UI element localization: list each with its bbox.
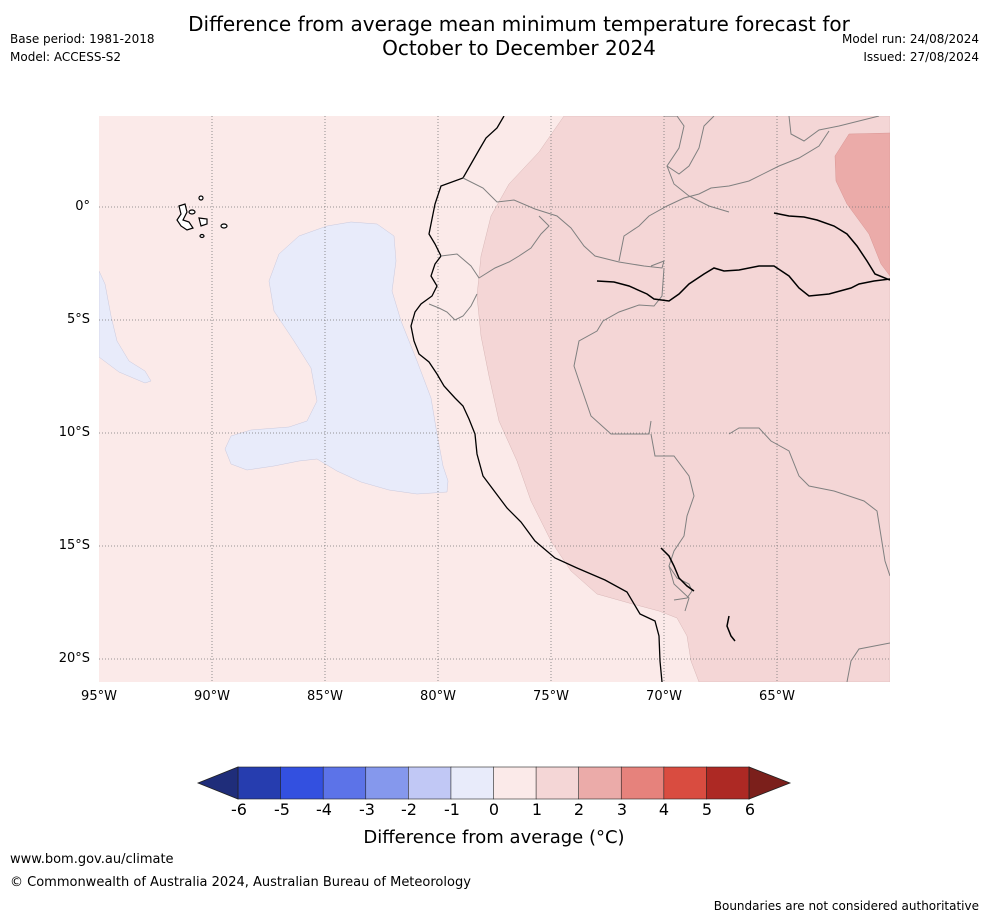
cb-tick-3: 3 [616,800,628,819]
lon-label-70w: 70°W [646,689,682,704]
lon-label-80w: 80°W [420,689,456,704]
cb-tick-5: 5 [701,800,713,819]
lon-label-75w: 75°W [533,689,569,704]
colorbar-segment [408,766,452,800]
colorbar-segment [706,766,750,800]
base-period-text: Base period: 1981-2018 [10,32,155,46]
lat-label-5s: 5°S [66,312,90,327]
colorbar-segment [322,766,367,800]
cb-tick-4: 4 [658,800,670,819]
rivers [596,212,890,642]
coastline [410,116,663,682]
region-2-to-3 [834,132,890,277]
cb-tick-1: 1 [531,800,543,819]
lat-label-10s: 10°S [58,425,90,440]
colorbar-segment [620,766,665,800]
colorbar-segment [535,766,580,800]
colorbar-segment [663,766,708,800]
graticule [99,116,890,682]
title-line-1: Difference from average mean minimum tem… [188,12,850,36]
colorbar-segment [365,766,409,800]
model-run-text: Model run: 24/08/2024 [841,32,979,46]
issued-text: Issued: 27/08/2024 [863,50,979,64]
cb-tick-2: 2 [573,800,585,819]
cb-tick-m5: -5 [274,800,290,819]
colorbar-under-arrow [196,766,239,800]
lat-label-15s: 15°S [58,538,90,553]
cb-tick-6: 6 [744,800,756,819]
cb-tick-0: 0 [488,800,500,819]
lat-label-0: 0° [75,199,90,214]
country-borders [428,116,890,682]
cb-tick-m6: -6 [231,800,247,819]
footer-url: www.bom.gov.au/climate [10,852,174,867]
title-line-2: October to December 2024 [382,36,656,60]
region-1-to-2 [476,116,890,682]
region-minus1-to-0-edge [99,270,152,384]
galapagos-islands [176,195,228,239]
left-metadata: Base period: 1981-2018 Model: ACCESS-S2 [10,30,155,66]
lat-label-20s: 20°S [58,651,90,666]
cb-tick-m1: -1 [444,800,460,819]
right-metadata: Model run: 24/08/2024 Issued: 27/08/2024 [842,30,979,66]
lon-label-65w: 65°W [759,689,795,704]
colorbar-segment [280,766,324,800]
lon-label-85w: 85°W [307,689,343,704]
colorbar-segment [493,766,537,800]
colorbar [196,766,792,800]
colorbar-segment [578,766,622,800]
model-text: Model: ACCESS-S2 [10,50,122,64]
map-svg [99,116,890,682]
cb-tick-m2: -2 [401,800,417,819]
lon-label-95w: 95°W [81,689,117,704]
lon-label-90w: 90°W [194,689,230,704]
colorbar-segment [450,766,495,800]
footer-disclaimer: Boundaries are not considered authoritat… [713,899,979,913]
cb-tick-m4: -4 [316,800,332,819]
colorbar-over-arrow [748,766,792,800]
cb-tick-m3: -3 [359,800,375,819]
colorbar-label: Difference from average (°C) [363,827,625,848]
forecast-map [99,116,890,682]
footer-copyright: © Commonwealth of Australia 2024, Austra… [10,875,471,890]
colorbar-segment [237,766,282,800]
map-title: Difference from average mean minimum tem… [0,12,988,60]
region-minus1-to-0-main [224,221,449,495]
